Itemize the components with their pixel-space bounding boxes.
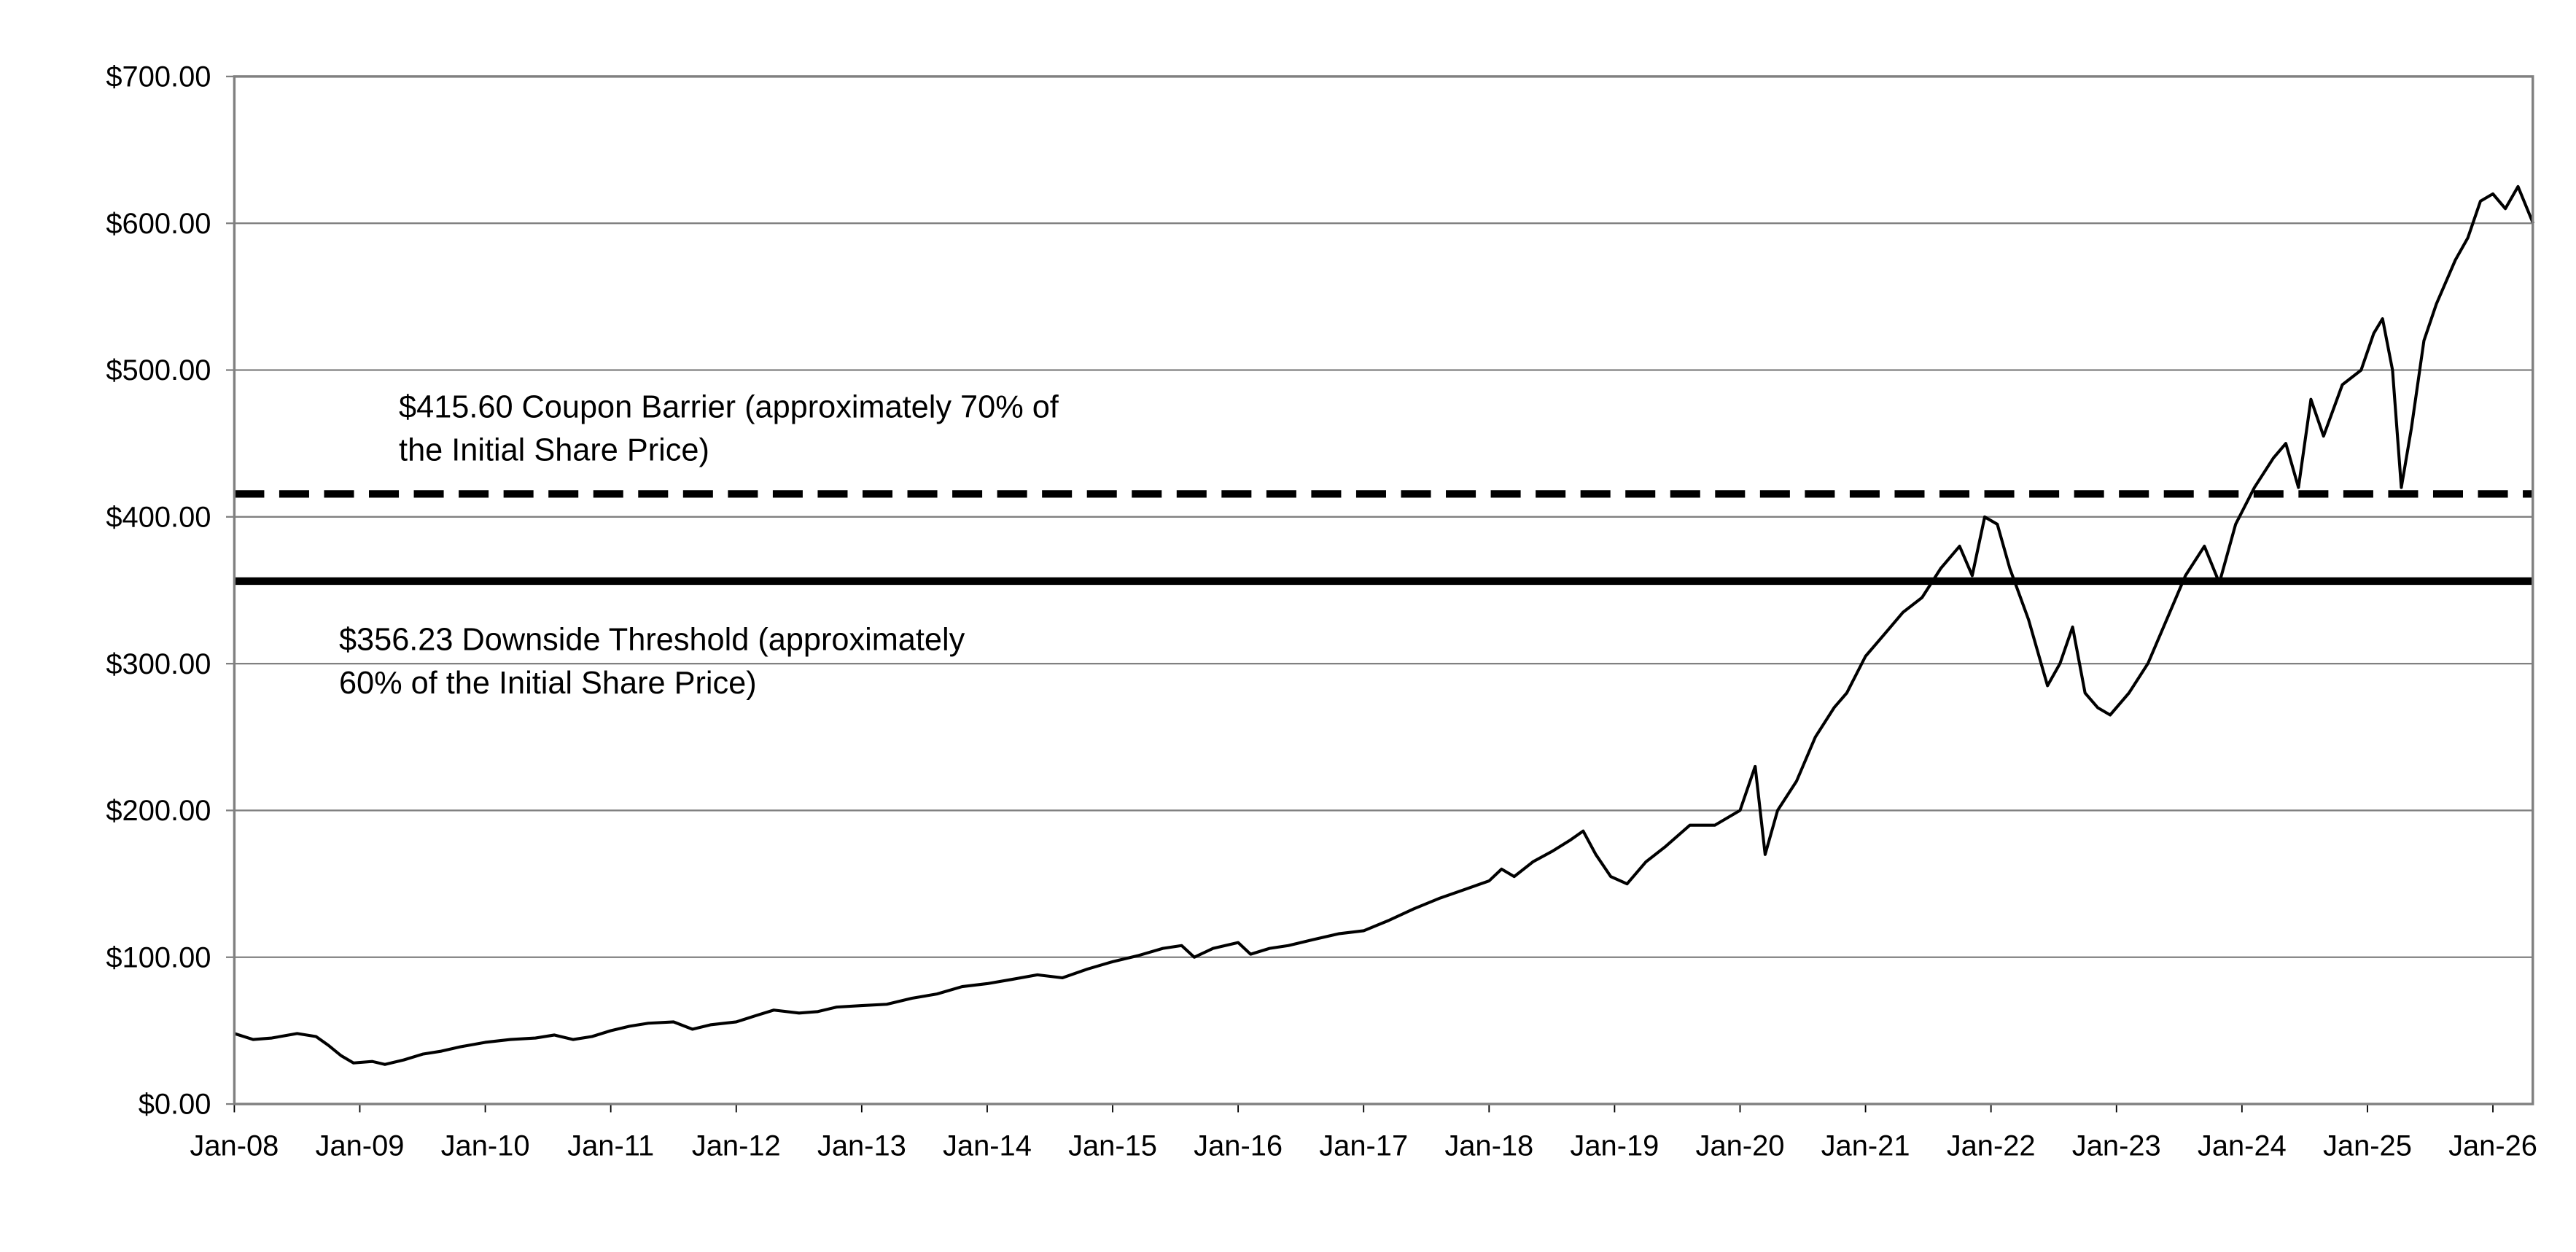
y-tick-label: $300.00 — [106, 648, 211, 680]
x-tick-label: Jan-14 — [943, 1130, 1032, 1162]
gridlines — [234, 222, 2533, 958]
x-tick-label: Jan-20 — [1696, 1130, 1785, 1162]
series-group — [233, 184, 2535, 1066]
x-tick-label: Jan-23 — [2072, 1130, 2161, 1162]
x-tick-label: Jan-22 — [1947, 1130, 2036, 1162]
y-tick-label: $200.00 — [106, 795, 211, 827]
y-tick-label: $100.00 — [106, 941, 211, 973]
downside-threshold-label-line2: 60% of the Initial Share Price) — [339, 666, 757, 701]
x-tick-label: Jan-09 — [316, 1130, 405, 1162]
x-tick-label: Jan-15 — [1068, 1130, 1157, 1162]
x-tick-label: Jan-13 — [817, 1130, 906, 1162]
x-tick-label: Jan-19 — [1570, 1130, 1659, 1162]
y-tick-label: $700.00 — [106, 61, 211, 93]
plot-frame — [233, 75, 2534, 1105]
coupon-barrier-label-line2: the Initial Share Price) — [399, 433, 709, 468]
y-tick-label: $500.00 — [106, 354, 211, 386]
x-tick-label: Jan-21 — [1821, 1130, 1910, 1162]
y-tick-label: $600.00 — [106, 208, 211, 240]
downside-threshold-label-line1: $356.23 Downside Threshold (approximatel… — [339, 623, 965, 658]
x-tick-label: Jan-17 — [1319, 1130, 1408, 1162]
x-tick-label: Jan-08 — [190, 1130, 279, 1162]
x-tick-label: Jan-11 — [567, 1130, 654, 1162]
share-price-line — [233, 184, 2535, 1066]
x-axis: Jan-08 Jan-09 Jan-10 Jan-11 Jan-12 Jan-13 Jan-… — [190, 1104, 2537, 1162]
x-tick-label: Jan-18 — [1444, 1130, 1533, 1162]
x-tick-label: Jan-24 — [2198, 1130, 2287, 1162]
x-tick-label: Jan-26 — [2448, 1130, 2537, 1162]
y-tick-label: $0.00 — [139, 1089, 211, 1121]
y-axis: $0.00 $100.00 $200.00 $300.00 $400.00 $500.00… — [106, 61, 235, 1121]
x-tick-label: Jan-16 — [1194, 1130, 1283, 1162]
x-tick-label: Jan-25 — [2323, 1130, 2412, 1162]
reference-lines — [234, 490, 2533, 586]
x-tick-label: Jan-12 — [692, 1130, 781, 1162]
y-tick-label: $400.00 — [106, 501, 211, 533]
x-tick-label: Jan-10 — [441, 1130, 530, 1162]
coupon-barrier-label-line1: $415.60 Coupon Barrier (approximately 70… — [399, 389, 1059, 424]
